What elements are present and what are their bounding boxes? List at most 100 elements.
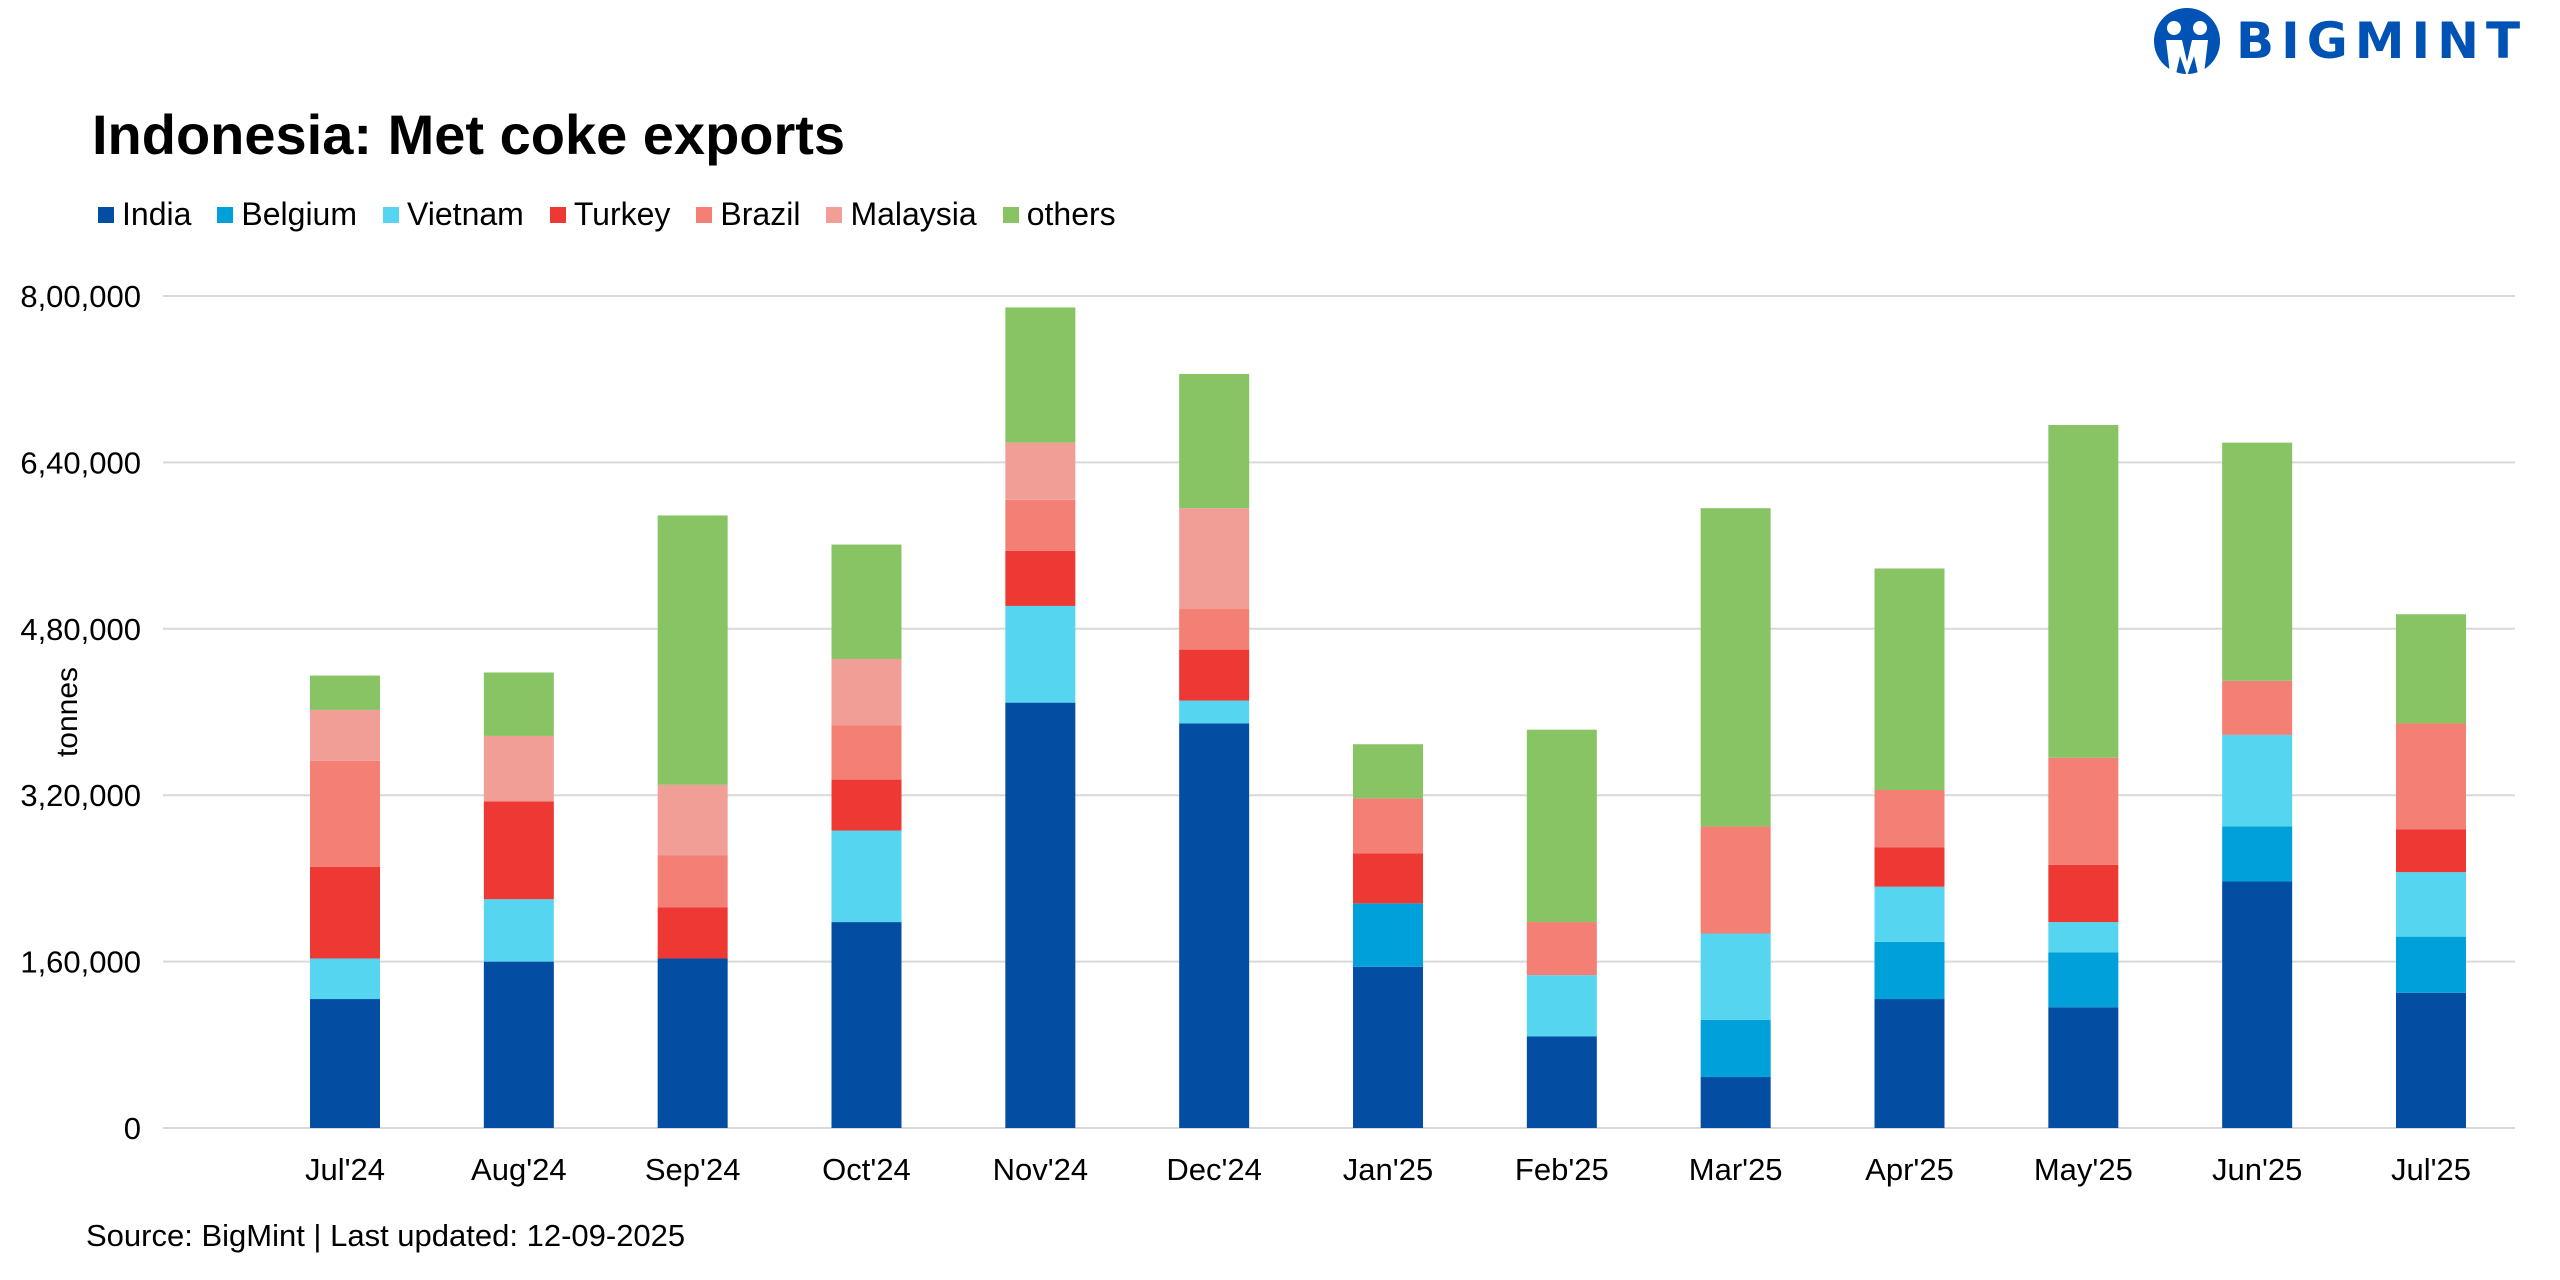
bar-others-Aug'24	[483, 672, 554, 736]
bar-others-Jul'24	[310, 675, 380, 710]
bar-others-May'25	[2048, 424, 2119, 758]
bar-turkey-Dec'24	[1179, 649, 1250, 701]
x-tick-label: May'25	[2034, 1152, 2133, 1187]
bar-india-Mar'25	[1700, 1077, 1771, 1128]
bar-belgium-Jun'25	[2222, 826, 2293, 882]
bar-turkey-Nov'24	[1005, 550, 1076, 606]
bar-india-Nov'24	[1005, 702, 1076, 1128]
bar-brazil-Oct'24	[831, 725, 902, 780]
legend-swatch	[217, 206, 234, 223]
bar-brazil-Sep'24	[657, 855, 728, 908]
bar-malaysia-Jul'24	[310, 709, 380, 761]
bar-india-Feb'25	[1526, 1036, 1597, 1128]
y-tick-label: 3,20,000	[20, 778, 141, 813]
bar-others-Jun'25	[2222, 442, 2293, 681]
bar-vietnam-Jul'25	[2396, 872, 2466, 937]
bar-others-Dec'24	[1179, 374, 1250, 509]
bar-brazil-Jun'25	[2222, 680, 2293, 735]
bar-vietnam-Dec'24	[1179, 700, 1250, 724]
bar-others-Apr'25	[1874, 568, 1945, 790]
x-tick-label: Feb'25	[1515, 1152, 1609, 1187]
bar-india-Sep'24	[657, 958, 728, 1128]
x-tick-label: Jul'25	[2391, 1152, 2471, 1187]
legend-item-turkey: Turkey	[549, 196, 671, 233]
y-tick-label: 4,80,000	[20, 612, 141, 647]
bar-vietnam-Apr'25	[1874, 886, 1945, 942]
bar-india-May'25	[2048, 1007, 2119, 1128]
bar-brazil-Dec'24	[1179, 609, 1250, 650]
legend-label: India	[122, 196, 192, 232]
bar-brazil-Feb'25	[1526, 922, 1597, 976]
bar-vietnam-Nov'24	[1005, 605, 1076, 703]
bar-turkey-Jan'25	[1353, 853, 1423, 904]
legend-label: others	[1026, 196, 1116, 232]
bar-india-Jun'25	[2222, 881, 2293, 1128]
bar-brazil-Nov'24	[1005, 499, 1076, 551]
legend-swatch	[549, 206, 566, 223]
bar-brazil-Mar'25	[1700, 826, 1771, 934]
x-tick-label: Jun'25	[2212, 1152, 2302, 1187]
bar-vietnam-May'25	[2048, 922, 2119, 953]
legend-swatch	[1002, 206, 1019, 223]
legend-item-others: others	[1002, 196, 1116, 233]
legend-label: Vietnam	[407, 196, 524, 232]
legend-swatch	[98, 206, 114, 223]
legend-label: Turkey	[573, 196, 671, 232]
bar-others-Jul'25	[2396, 614, 2466, 724]
y-tick-label: 0	[124, 1111, 141, 1146]
x-tick-label: Apr'25	[1865, 1152, 1954, 1187]
bar-malaysia-Dec'24	[1179, 508, 1250, 610]
bar-others-Sep'24	[657, 515, 728, 785]
bar-malaysia-Aug'24	[483, 735, 554, 802]
y-axis-label: tonnes	[51, 667, 84, 757]
bar-turkey-Aug'24	[483, 801, 554, 900]
bar-vietnam-Aug'24	[483, 899, 554, 962]
bar-india-Jul'25	[2396, 992, 2466, 1128]
y-tick-label: 1,60,000	[20, 945, 141, 980]
bar-brazil-May'25	[2048, 757, 2119, 865]
bar-brazil-Jan'25	[1353, 798, 1423, 854]
bar-turkey-Sep'24	[657, 907, 728, 959]
bar-india-Aug'24	[483, 961, 554, 1128]
bar-india-Jan'25	[1353, 966, 1423, 1128]
bar-belgium-Mar'25	[1700, 1019, 1771, 1078]
bar-malaysia-Oct'24	[831, 658, 902, 726]
bar-others-Jan'25	[1353, 744, 1423, 799]
bar-belgium-Apr'25	[1874, 941, 1945, 1000]
legend: India Belgium Vietnam Turkey Brazil Malaysia o…	[98, 196, 1116, 233]
bar-india-Apr'25	[1874, 999, 1945, 1128]
bigmint-logo-icon	[2154, 8, 2220, 76]
legend-label: Brazil	[720, 196, 801, 232]
bar-vietnam-Feb'25	[1526, 975, 1597, 1037]
bar-belgium-May'25	[2048, 952, 2119, 1008]
bar-turkey-Oct'24	[831, 779, 902, 831]
y-tick-label: 6,40,000	[20, 445, 141, 480]
legend-item-brazil: Brazil	[696, 196, 800, 233]
x-tick-label: Oct'24	[822, 1152, 911, 1187]
bar-malaysia-Sep'24	[657, 784, 728, 856]
bar-others-Mar'25	[1700, 508, 1771, 827]
legend-swatch	[383, 206, 399, 223]
bar-others-Feb'25	[1526, 729, 1597, 923]
bar-brazil-Apr'25	[1874, 790, 1945, 848]
bar-vietnam-Jun'25	[2222, 734, 2293, 827]
bar-brazil-Jul'24	[310, 760, 380, 867]
bar-turkey-Jul'24	[310, 866, 380, 959]
x-tick-label: Jul'24	[305, 1152, 385, 1187]
legend-item-india: India	[98, 196, 191, 233]
bar-belgium-Jan'25	[1353, 903, 1423, 967]
bar-belgium-Jul'25	[2396, 936, 2466, 993]
bar-others-Oct'24	[831, 544, 902, 659]
x-tick-label: Nov'24	[993, 1152, 1089, 1187]
legend-swatch	[826, 206, 843, 223]
bar-malaysia-Nov'24	[1005, 442, 1076, 500]
x-tick-label: Aug'24	[471, 1152, 567, 1187]
x-tick-label: Mar'25	[1689, 1152, 1783, 1187]
bar-vietnam-Oct'24	[831, 830, 902, 923]
bar-turkey-Apr'25	[1874, 847, 1945, 887]
bar-vietnam-Mar'25	[1700, 933, 1771, 1020]
x-tick-label: Jan'25	[1343, 1152, 1433, 1187]
bigmint-logo: BIGMINT	[2152, 6, 2527, 76]
legend-item-malaysia: Malaysia	[826, 196, 977, 233]
